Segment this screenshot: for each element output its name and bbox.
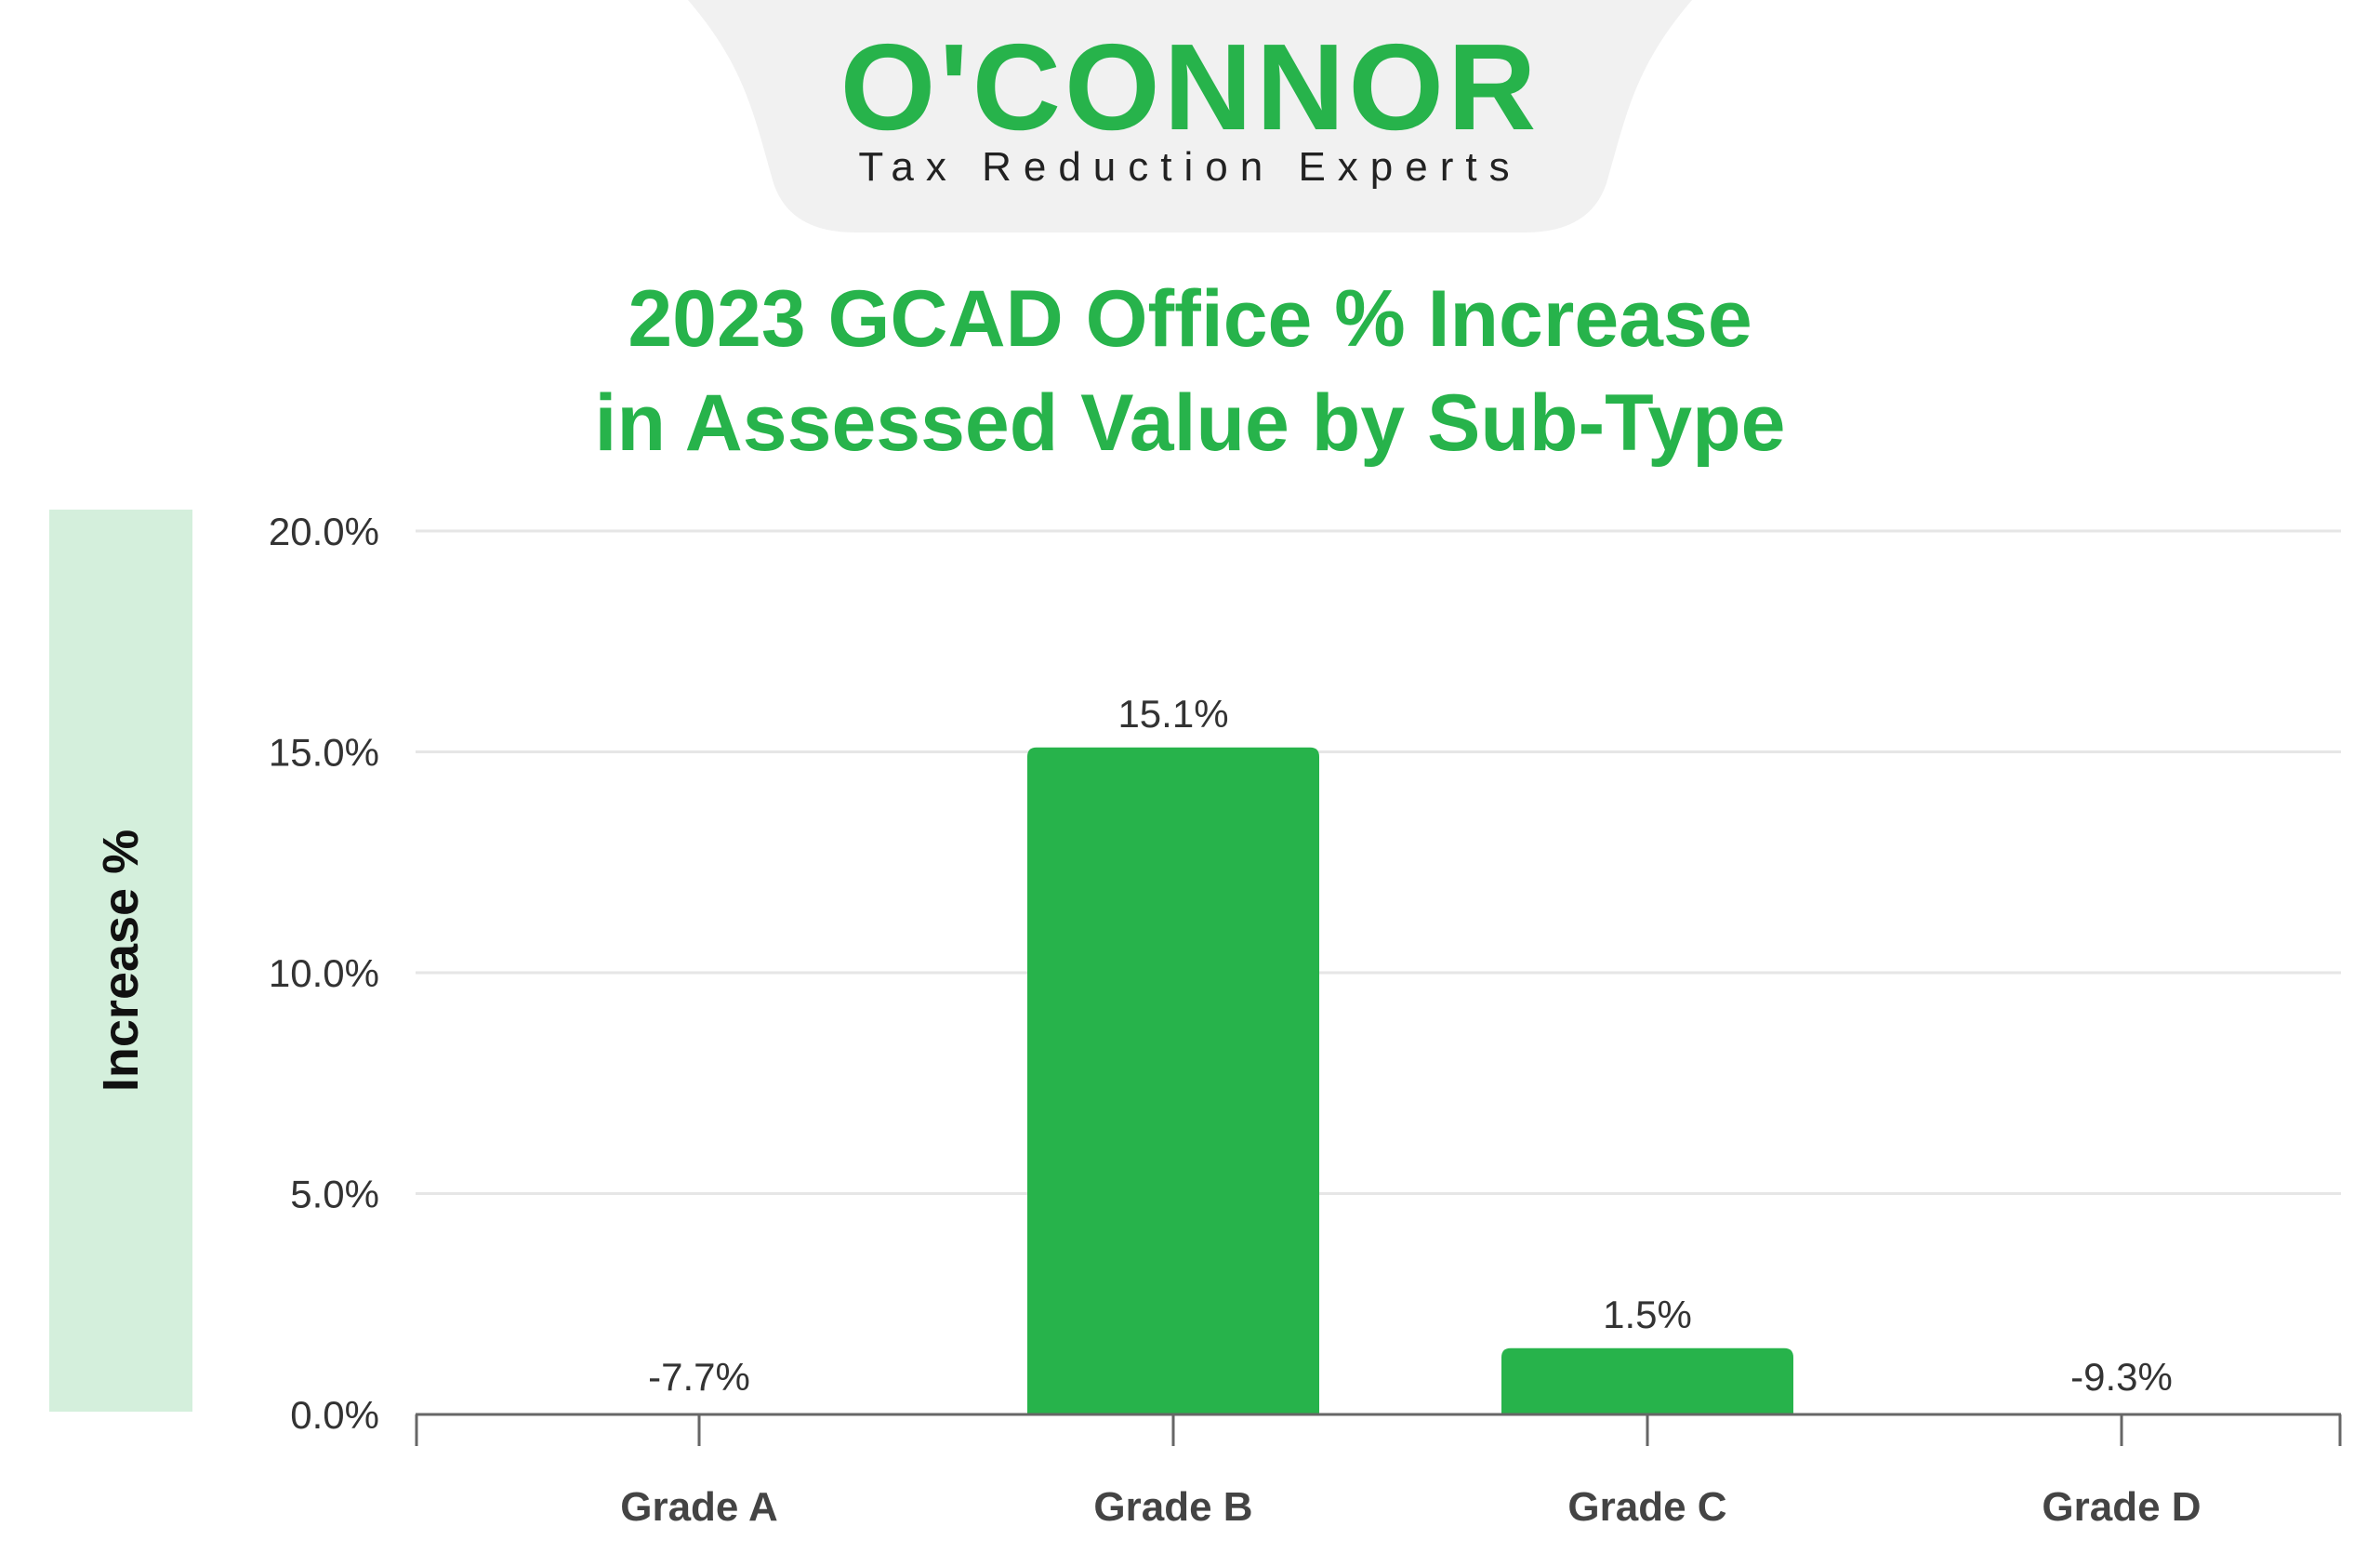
- chart-title-line-2: in Assessed Value by Sub-Type: [594, 378, 1786, 468]
- y-tick-label: 5.0%: [290, 1173, 379, 1216]
- y-tick-label: 10.0%: [269, 951, 379, 995]
- y-tick-label: 20.0%: [269, 510, 379, 553]
- x-tick-label: Grade B: [1093, 1484, 1252, 1530]
- data-label: 1.5%: [1603, 1293, 1692, 1336]
- logo-wordmark: O'CONNOR: [840, 19, 1540, 155]
- logo-banner: O'CONNOR Tax Reduction Experts: [688, 0, 1692, 232]
- y-axis-label-band: [49, 510, 192, 1412]
- y-tick-label: 0.0%: [290, 1393, 379, 1437]
- data-label: -9.3%: [2070, 1355, 2173, 1399]
- data-label: -7.7%: [648, 1355, 750, 1399]
- logo-tagline: Tax Reduction Experts: [858, 144, 1522, 190]
- logo-tab-shape: [688, 0, 1692, 232]
- chart-title-line-1: 2023 GCAD Office % Increase: [628, 274, 1752, 364]
- bar: [1501, 1347, 1793, 1414]
- data-label: 15.1%: [1117, 692, 1228, 736]
- bar: [1027, 747, 1319, 1414]
- x-tick-label: Grade D: [2042, 1484, 2201, 1530]
- y-tick-label: 15.0%: [269, 731, 379, 775]
- x-tick-label: Grade C: [1567, 1484, 1726, 1530]
- x-tick-label: Grade A: [620, 1484, 778, 1530]
